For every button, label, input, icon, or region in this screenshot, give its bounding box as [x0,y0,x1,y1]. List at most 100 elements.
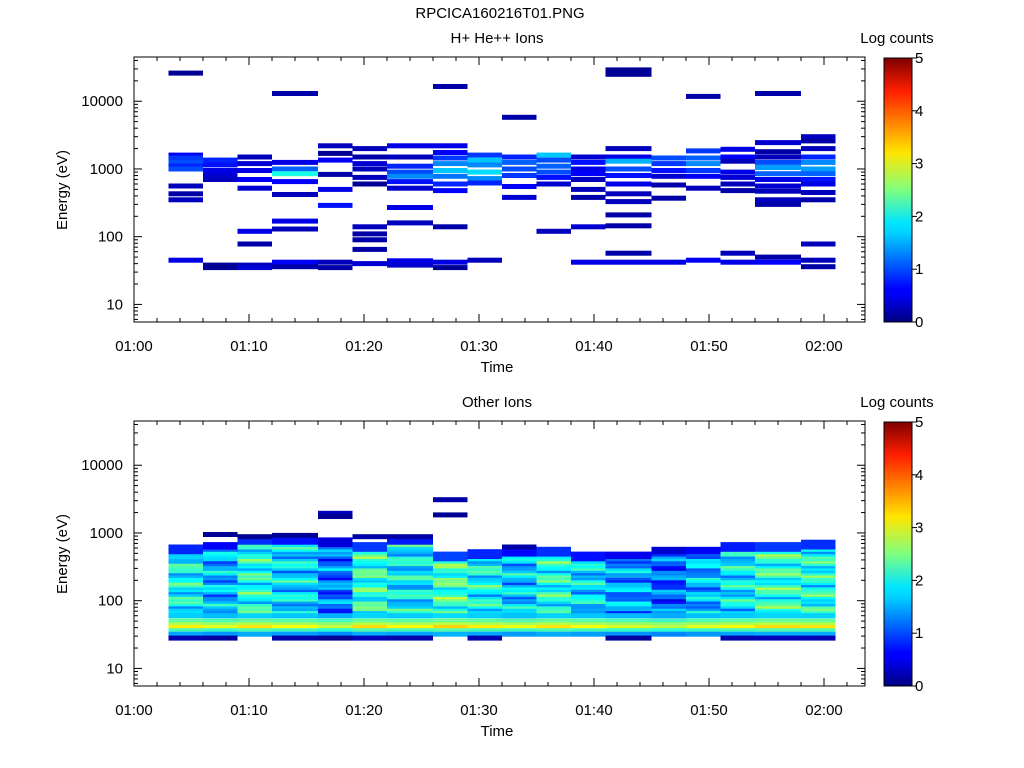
heatmap-cell [387,537,433,543]
heatmap-cell [433,168,468,173]
heatmap-cell [720,625,755,631]
heatmap-cell [168,625,203,631]
heatmap-cell [387,163,433,169]
heatmap-cell [237,168,272,173]
y-tick-label: 100 [98,593,123,610]
heatmap-cell [536,618,571,624]
heatmap-cell [433,551,468,557]
heatmap-cell [237,537,272,543]
heatmap-cell [433,512,468,518]
heatmap-cell [272,159,318,165]
heatmap-cell [801,635,836,641]
heatmap-cell [272,91,318,96]
heatmap-cell [686,546,721,552]
heatmap-cell [467,631,502,637]
heatmap-cell [605,613,652,619]
heatmap-cell [801,625,836,631]
heatmap-cell [536,631,571,637]
heatmap-cell [801,539,836,545]
heatmap-cell [433,613,468,619]
figure-title: RPCICA160216T01.PNG [415,5,585,22]
heatmap-cell [352,174,387,180]
x-tick-label: 01:00 [115,338,153,355]
heatmap-cell [755,171,801,177]
heatmap-cell [686,628,721,634]
heatmap-cell [272,218,318,224]
heatmap-cell [605,166,652,172]
x-tick-label: 02:00 [805,338,843,355]
heatmap-cell [352,534,387,540]
heatmap-cell [433,181,468,187]
heatmap-cell [605,250,652,256]
heatmap-cell [720,618,755,624]
heatmap-cell [686,173,721,179]
heatmap-cell [168,613,203,619]
y-tick-label: 10 [106,296,123,313]
heatmap-cell [387,613,433,619]
heatmap-cell [318,143,353,149]
y-axis: 10 100 1000 10000 [81,423,865,684]
colorbar-tick-label: 3 [915,520,923,537]
heatmap-cell [318,202,353,208]
heatmap-cell [571,166,606,172]
heatmap-cell [686,618,721,624]
heatmap-cell [720,169,755,175]
colorbar-tick-label: 5 [915,50,923,67]
heatmap-cell [502,618,537,624]
heatmap-cell [433,150,468,155]
heatmap-cell [272,259,318,265]
colorbar-tick-label: 2 [915,572,923,589]
heatmap-cell [237,622,272,628]
heatmap-cell [605,181,652,187]
heatmap-cell [720,631,755,637]
heatmap-cell [467,549,502,555]
heatmap-cell [387,179,433,185]
panel-title: Other Ions [462,394,532,411]
heatmap-cell [571,194,606,200]
heatmap-cell [352,631,387,637]
heatmap-cell [272,631,318,637]
heatmap-cell [571,177,606,182]
heatmap-cell [433,622,468,628]
y-tick-label: 100 [98,229,123,246]
heatmap-cell [755,625,801,631]
heatmap-cell [536,181,571,187]
y-tick-label: 10 [106,660,123,677]
heatmap-cell [272,618,318,624]
heatmap-cell [605,146,652,152]
heatmap-cell [433,628,468,634]
heatmap-cell [168,544,203,550]
heatmap-cell [605,551,652,557]
heatmap-cell [352,154,387,160]
heatmap-cell [605,631,652,637]
heatmap-cell [433,143,468,149]
panel-title: H+ He++ Ions [451,30,544,47]
y-tick-label: 1000 [90,525,123,542]
colorbar-tick-label: 3 [915,156,923,173]
heatmap-cell [651,182,686,188]
heatmap-cell [536,622,571,628]
heatmap-cell [467,257,502,263]
heatmap-cell [536,157,571,163]
heatmap-cell [605,158,652,164]
colorbar-label: Log counts [860,30,933,47]
heatmap-cell [502,628,537,634]
heatmap-cell [755,259,801,265]
heatmap-cell [272,625,318,631]
heatmap-cell [387,154,433,160]
heatmap-cell [387,625,433,631]
heatmap-cell [801,134,836,140]
heatmap-cell [318,625,353,631]
heatmap-cell [502,613,537,619]
heatmap-cell [237,534,272,540]
heatmap-cell [203,628,238,634]
heatmap-cell [352,246,387,252]
heatmap-cell [168,628,203,634]
heatmap-cell [467,628,502,634]
heatmap-cell [203,625,238,631]
heatmap-cell [433,631,468,637]
heatmap-cell [801,190,836,195]
x-tick-label: 01:40 [575,702,613,719]
heatmap-cell [168,163,203,169]
heatmap-cell [651,631,686,637]
